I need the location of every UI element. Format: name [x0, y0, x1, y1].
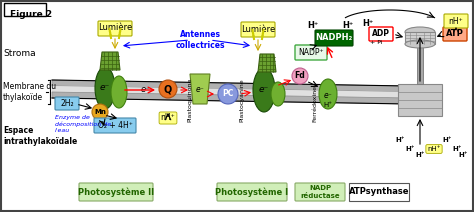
Text: H⁺: H⁺ [415, 152, 425, 158]
Ellipse shape [95, 67, 115, 109]
Text: Espace
intrathylakoïdale: Espace intrathylakoïdale [3, 126, 77, 146]
Text: H⁺: H⁺ [323, 102, 332, 108]
Text: NADP⁺: NADP⁺ [298, 48, 324, 57]
Text: e⁻: e⁻ [140, 85, 150, 95]
Text: nH⁺: nH⁺ [448, 17, 464, 25]
Text: e⁻: e⁻ [324, 92, 332, 100]
Ellipse shape [319, 79, 337, 109]
Text: 2H₂: 2H₂ [60, 99, 74, 108]
FancyBboxPatch shape [79, 183, 153, 201]
Text: Lumière: Lumière [241, 25, 275, 33]
Text: NADP
réductase: NADP réductase [300, 186, 340, 198]
Circle shape [92, 104, 108, 120]
FancyBboxPatch shape [369, 27, 393, 41]
FancyBboxPatch shape [55, 97, 79, 110]
Ellipse shape [111, 76, 127, 108]
Text: nH⁺: nH⁺ [427, 146, 441, 152]
Text: Ferrédoxine: Ferrédoxine [312, 85, 318, 122]
Text: Lumière: Lumière [98, 24, 132, 32]
Text: Membrane du
thylakoïde: Membrane du thylakoïde [3, 82, 56, 102]
Text: ATP: ATP [446, 29, 464, 39]
FancyBboxPatch shape [443, 27, 467, 41]
Text: H⁺: H⁺ [363, 20, 374, 28]
Text: Antennes
collectrices: Antennes collectrices [175, 30, 225, 50]
Text: Stroma: Stroma [3, 49, 36, 59]
FancyBboxPatch shape [444, 14, 468, 28]
FancyBboxPatch shape [98, 21, 132, 36]
Text: Plastocyanine: Plastocyanine [239, 78, 245, 122]
Text: + Pi: + Pi [370, 40, 382, 46]
Text: H⁺: H⁺ [458, 152, 468, 158]
Text: ADP: ADP [372, 29, 390, 39]
Text: Mn: Mn [94, 109, 106, 115]
Text: e⁻: e⁻ [100, 84, 110, 92]
Ellipse shape [405, 40, 435, 48]
Bar [417, 34, 423, 84]
Circle shape [218, 84, 238, 104]
Text: Figure 2: Figure 2 [10, 10, 52, 19]
Text: PC: PC [222, 89, 234, 99]
Ellipse shape [253, 68, 275, 112]
Circle shape [292, 68, 308, 84]
FancyBboxPatch shape [241, 22, 275, 37]
Text: H⁺: H⁺ [342, 21, 354, 29]
Bar [405, 32, 435, 44]
Text: Photosystème I: Photosystème I [216, 187, 289, 197]
FancyBboxPatch shape [295, 45, 327, 60]
Text: Q: Q [164, 84, 172, 94]
Text: Plastoquinone: Plastoquinone [188, 78, 192, 122]
FancyBboxPatch shape [217, 183, 287, 201]
FancyBboxPatch shape [315, 30, 353, 46]
Text: ATPsynthase: ATPsynthase [349, 187, 409, 197]
Text: H⁺: H⁺ [395, 137, 405, 143]
Polygon shape [190, 74, 210, 104]
Text: H⁺: H⁺ [307, 21, 319, 31]
FancyBboxPatch shape [94, 118, 136, 133]
Text: nH⁺: nH⁺ [161, 113, 175, 123]
Text: H⁺: H⁺ [405, 146, 415, 152]
Polygon shape [52, 92, 408, 104]
Ellipse shape [405, 27, 435, 37]
Text: O₂ + 4H⁺: O₂ + 4H⁺ [98, 121, 132, 130]
Polygon shape [258, 54, 276, 72]
Polygon shape [100, 52, 120, 70]
FancyBboxPatch shape [349, 183, 409, 201]
Polygon shape [52, 86, 408, 98]
Text: NADPH₂: NADPH₂ [315, 33, 353, 42]
Text: e⁻: e⁻ [259, 85, 269, 95]
Text: e⁻: e⁻ [196, 85, 204, 95]
FancyBboxPatch shape [295, 183, 345, 201]
Ellipse shape [271, 82, 285, 106]
Text: Enzyme de
décomposition de
l'eau: Enzyme de décomposition de l'eau [55, 115, 111, 132]
Text: Photosystème II: Photosystème II [78, 187, 154, 197]
Text: H⁺: H⁺ [452, 146, 462, 152]
Text: Fd: Fd [295, 71, 305, 81]
Polygon shape [52, 80, 408, 92]
Bar [398, 84, 442, 116]
Circle shape [159, 80, 177, 98]
Text: H⁺: H⁺ [442, 137, 452, 143]
